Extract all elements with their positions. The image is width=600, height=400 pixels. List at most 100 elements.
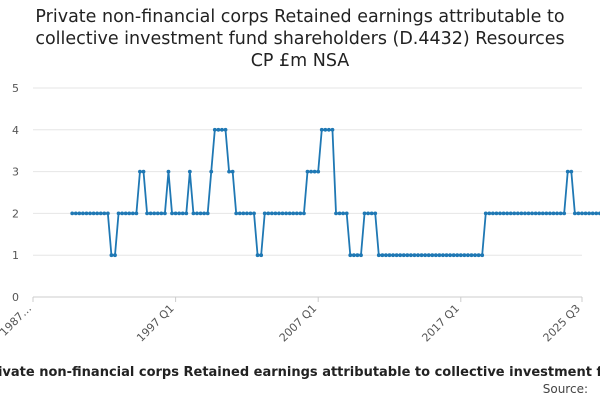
data-point[interactable]: [483, 211, 488, 216]
data-point[interactable]: [102, 211, 107, 216]
data-point[interactable]: [341, 211, 346, 216]
data-point[interactable]: [155, 211, 160, 216]
data-point[interactable]: [519, 211, 524, 216]
data-point[interactable]: [583, 211, 588, 216]
data-point[interactable]: [587, 211, 592, 216]
data-point[interactable]: [180, 211, 185, 216]
data-point[interactable]: [77, 211, 82, 216]
data-point[interactable]: [127, 211, 132, 216]
data-point[interactable]: [298, 211, 303, 216]
data-point[interactable]: [380, 253, 385, 258]
data-point[interactable]: [473, 253, 477, 258]
data-point[interactable]: [444, 253, 449, 258]
data-point[interactable]: [376, 253, 381, 258]
data-point[interactable]: [302, 211, 306, 216]
data-point[interactable]: [269, 211, 274, 216]
data-point[interactable]: [419, 253, 424, 258]
data-point[interactable]: [216, 127, 221, 132]
data-point[interactable]: [120, 211, 125, 216]
data-point[interactable]: [205, 211, 210, 216]
data-point[interactable]: [227, 169, 231, 174]
data-point[interactable]: [81, 211, 85, 216]
data-point[interactable]: [480, 253, 485, 258]
data-point[interactable]: [187, 169, 192, 174]
data-point[interactable]: [373, 211, 378, 216]
data-point[interactable]: [70, 211, 75, 216]
data-point[interactable]: [337, 211, 342, 216]
data-point[interactable]: [223, 127, 228, 132]
data-point[interactable]: [73, 211, 78, 216]
data-point[interactable]: [273, 211, 278, 216]
data-point[interactable]: [476, 253, 481, 258]
data-point[interactable]: [530, 211, 534, 216]
data-point[interactable]: [515, 211, 520, 216]
data-point[interactable]: [572, 211, 577, 216]
data-point[interactable]: [287, 211, 292, 216]
data-point[interactable]: [145, 211, 149, 216]
data-point[interactable]: [387, 253, 392, 258]
data-point[interactable]: [248, 211, 253, 216]
data-point[interactable]: [537, 211, 542, 216]
data-point[interactable]: [505, 211, 510, 216]
data-point[interactable]: [451, 253, 456, 258]
data-point[interactable]: [359, 253, 363, 258]
data-point[interactable]: [555, 211, 559, 216]
data-point[interactable]: [173, 211, 178, 216]
data-point[interactable]: [458, 253, 463, 258]
data-point[interactable]: [316, 169, 321, 174]
data-point[interactable]: [259, 253, 264, 258]
data-point[interactable]: [148, 211, 153, 216]
data-point[interactable]: [412, 253, 417, 258]
data-point[interactable]: [487, 211, 492, 216]
data-point[interactable]: [533, 211, 538, 216]
data-point[interactable]: [105, 211, 110, 216]
data-point[interactable]: [309, 169, 313, 174]
data-point[interactable]: [319, 127, 324, 132]
data-point[interactable]: [138, 169, 142, 174]
data-point[interactable]: [401, 253, 406, 258]
data-point[interactable]: [84, 211, 89, 216]
data-point[interactable]: [241, 211, 246, 216]
data-point[interactable]: [159, 211, 164, 216]
data-point[interactable]: [423, 253, 428, 258]
data-point[interactable]: [191, 211, 196, 216]
data-point[interactable]: [469, 253, 474, 258]
data-point[interactable]: [430, 253, 435, 258]
data-point[interactable]: [134, 211, 139, 216]
data-point[interactable]: [594, 211, 599, 216]
data-point[interactable]: [405, 253, 410, 258]
data-point[interactable]: [244, 211, 249, 216]
data-point[interactable]: [230, 169, 235, 174]
data-point[interactable]: [326, 127, 331, 132]
data-point[interactable]: [441, 253, 445, 258]
data-point[interactable]: [305, 169, 310, 174]
data-point[interactable]: [334, 211, 338, 216]
data-point[interactable]: [284, 211, 289, 216]
data-point[interactable]: [462, 253, 467, 258]
data-point[interactable]: [291, 211, 296, 216]
data-point[interactable]: [234, 211, 239, 216]
data-point[interactable]: [558, 211, 563, 216]
data-point[interactable]: [540, 211, 545, 216]
data-point[interactable]: [123, 211, 128, 216]
data-point[interactable]: [95, 211, 100, 216]
data-point[interactable]: [494, 211, 499, 216]
data-point[interactable]: [280, 211, 285, 216]
data-point[interactable]: [163, 211, 167, 216]
data-point[interactable]: [366, 211, 371, 216]
data-point[interactable]: [369, 211, 374, 216]
data-point[interactable]: [98, 211, 103, 216]
data-point[interactable]: [408, 253, 413, 258]
data-point[interactable]: [166, 169, 171, 174]
data-point[interactable]: [355, 253, 360, 258]
data-point[interactable]: [362, 211, 367, 216]
data-point[interactable]: [597, 211, 600, 216]
data-point[interactable]: [398, 253, 403, 258]
data-point[interactable]: [426, 253, 431, 258]
data-point[interactable]: [116, 211, 121, 216]
data-point[interactable]: [109, 253, 114, 258]
data-point[interactable]: [391, 253, 395, 258]
data-point[interactable]: [348, 253, 353, 258]
data-point[interactable]: [152, 211, 157, 216]
data-point[interactable]: [569, 169, 574, 174]
